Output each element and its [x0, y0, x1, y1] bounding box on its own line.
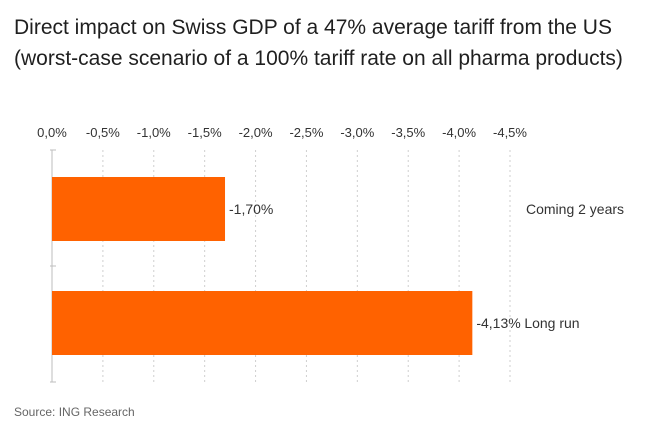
data-label: -1,70%: [229, 201, 273, 217]
bar: [52, 177, 226, 241]
x-tick-label: -4,5%: [493, 125, 527, 140]
gridlines: [102, 150, 511, 382]
data-label: -4,13%: [476, 315, 520, 331]
x-tick-label: -3,5%: [391, 125, 425, 140]
bars: [52, 177, 473, 355]
category-label: Long run: [524, 315, 579, 331]
category-label: Coming 2 years: [526, 201, 624, 217]
data-labels: -1,70% Coming 2 years -4,13% Long run: [229, 201, 624, 331]
x-tick-label: -1,5%: [188, 125, 222, 140]
x-tick-label: -2,5%: [289, 125, 323, 140]
x-tick-label: -1,0%: [137, 125, 171, 140]
chart-title: Direct impact on Swiss GDP of a 47% aver…: [14, 16, 623, 70]
x-tick-label: -0,5%: [86, 125, 120, 140]
source-note: Source: ING Research: [14, 405, 135, 419]
x-tick-label: 0,0%: [37, 125, 67, 140]
x-tick-label: -3,0%: [340, 125, 374, 140]
x-tick-label: -2,0%: [239, 125, 273, 140]
x-axis-ticks: 0,0% -0,5% -1,0% -1,5% -2,0% -2,5% -3,0% -3,5% -…: [37, 125, 527, 140]
x-tick-label: -4,0%: [442, 125, 476, 140]
bar: [52, 291, 473, 355]
